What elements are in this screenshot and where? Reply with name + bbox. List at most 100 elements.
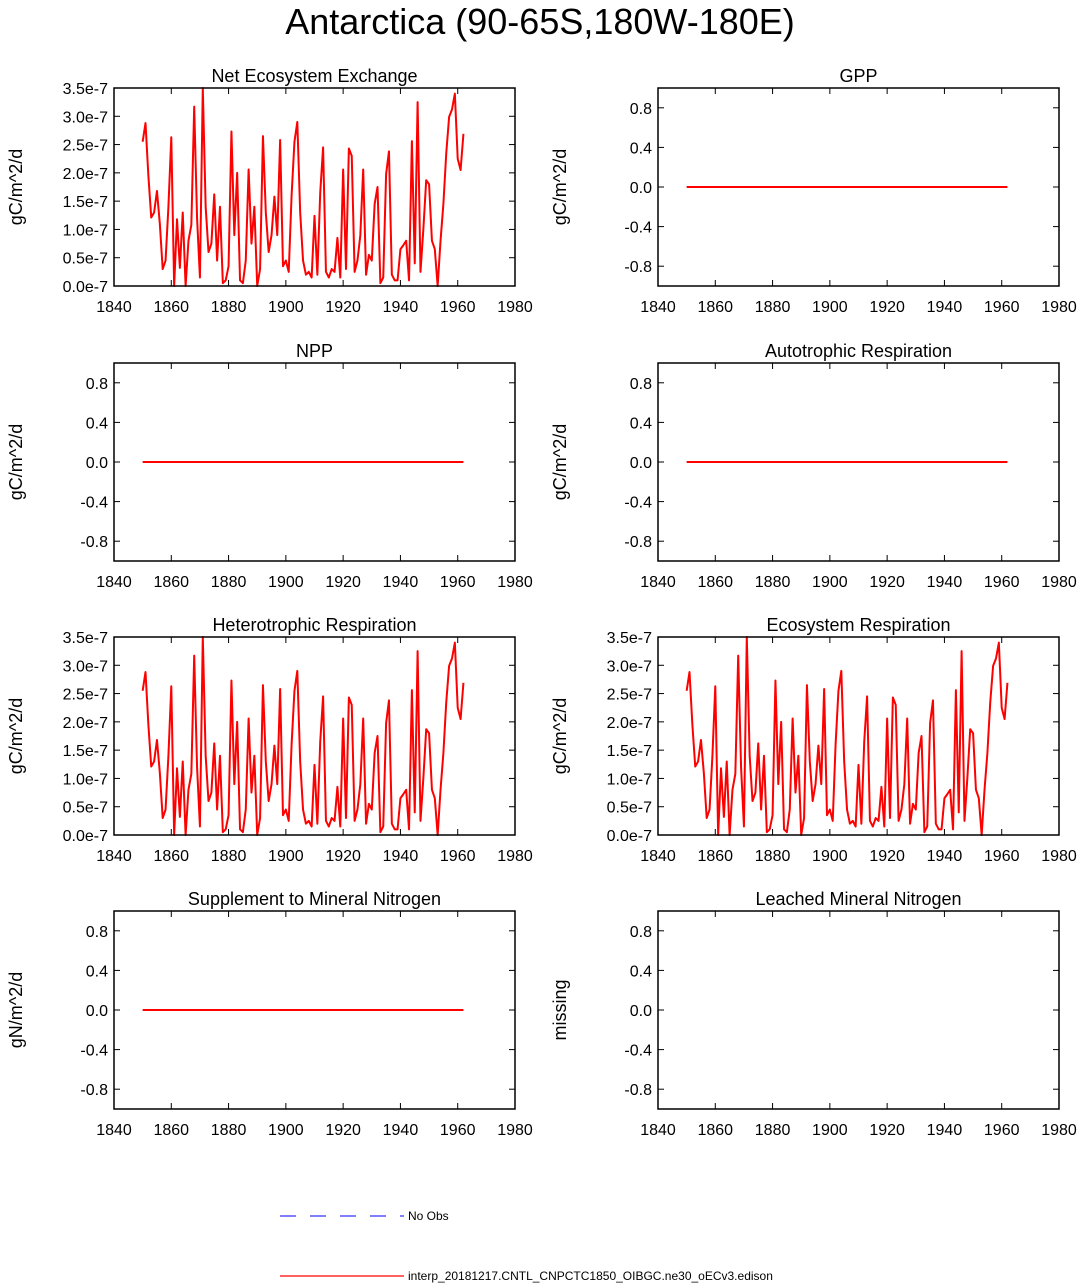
x-tick-label: 1920 — [869, 574, 905, 591]
x-tick-label: 1960 — [440, 848, 476, 865]
x-tick-label: 1860 — [697, 848, 733, 865]
x-tick-label: 1840 — [96, 299, 132, 316]
y-tick-label: 0.8 — [630, 101, 652, 118]
figure-title: Antarctica (90-65S,180W-180E) — [285, 1, 795, 42]
x-tick-label: 1960 — [984, 1122, 1020, 1139]
x-tick-label: 1880 — [755, 1122, 791, 1139]
x-tick-label: 1900 — [812, 574, 848, 591]
x-tick-label: 1980 — [1041, 848, 1077, 865]
chart-panel-6: Ecosystem Respiration gC/m^2/d 1840 1860 188… — [550, 615, 1077, 865]
y-tick-label: 3.5e-7 — [63, 630, 108, 647]
x-tick-label: 1940 — [927, 1122, 963, 1139]
chart-panel-8: Leached Mineral Nitrogen missing 1840 1860 1… — [550, 889, 1077, 1139]
x-tick-label: 1920 — [325, 848, 361, 865]
y-tick-label: 0.4 — [630, 140, 652, 157]
y-tick-label: 0.0e-7 — [607, 828, 652, 845]
x-tick-label: 1880 — [211, 848, 247, 865]
y-axis-label: gC/m^2/d — [550, 149, 570, 225]
y-tick-label: 0.0 — [86, 1003, 108, 1020]
x-tick-label: 1840 — [640, 848, 676, 865]
x-tick-label: 1900 — [812, 1122, 848, 1139]
x-tick-label: 1860 — [153, 299, 189, 316]
y-tick-label: 0.0 — [630, 1003, 652, 1020]
x-tick-label: 1960 — [440, 1122, 476, 1139]
x-tick-label: 1840 — [640, 1122, 676, 1139]
y-tick-label: 0.0 — [86, 455, 108, 472]
y-tick-label: 3.5e-7 — [607, 630, 652, 647]
y-tick-label: 0.0 — [630, 180, 652, 197]
legend-label-no-obs: No Obs — [408, 1209, 449, 1223]
x-tick-label: 1980 — [497, 574, 533, 591]
x-tick-label: 1880 — [755, 574, 791, 591]
x-tick-label: 1860 — [153, 1122, 189, 1139]
y-tick-label: 1.0e-7 — [63, 222, 108, 239]
x-tick-label: 1900 — [268, 848, 304, 865]
x-tick-label: 1880 — [755, 848, 791, 865]
x-tick-label: 1880 — [211, 299, 247, 316]
x-tick-label: 1860 — [697, 574, 733, 591]
y-tick-label: 3.0e-7 — [63, 109, 108, 126]
x-tick-label: 1920 — [325, 1122, 361, 1139]
x-tick-label: 1980 — [497, 299, 533, 316]
x-tick-label: 1920 — [325, 574, 361, 591]
y-tick-label: 0.5e-7 — [63, 800, 108, 817]
x-tick-label: 1860 — [697, 1122, 733, 1139]
chart-panel-2: GPP gC/m^2/d 1840 1860 1880 1900 1920 1940 1960 1… — [550, 66, 1077, 316]
legend-label-model: interp_20181217.CNTL_CNPCTC1850_OIBGC.ne… — [408, 1269, 773, 1283]
x-tick-label: 1840 — [96, 574, 132, 591]
chart-title: Net Ecosystem Exchange — [211, 66, 417, 86]
y-tick-label: 2.5e-7 — [63, 138, 108, 155]
x-tick-label: 1980 — [1041, 299, 1077, 316]
x-tick-label: 1920 — [869, 1122, 905, 1139]
y-tick-label: 1.0e-7 — [63, 771, 108, 788]
x-tick-label: 1940 — [927, 848, 963, 865]
x-tick-label: 1900 — [268, 1122, 304, 1139]
y-tick-label: -0.8 — [80, 1082, 108, 1099]
y-tick-label: 0.8 — [86, 376, 108, 393]
y-tick-label: -0.8 — [624, 259, 652, 276]
x-tick-label: 1860 — [153, 574, 189, 591]
y-tick-label: -0.4 — [80, 1043, 108, 1060]
y-tick-label: -0.8 — [80, 534, 108, 551]
x-tick-label: 1940 — [383, 848, 419, 865]
chart-title: Ecosystem Respiration — [766, 615, 950, 635]
x-tick-label: 1900 — [812, 848, 848, 865]
plot-frame — [113, 636, 516, 836]
y-tick-label: -0.4 — [624, 1043, 652, 1060]
x-tick-label: 1920 — [325, 299, 361, 316]
y-tick-label: 1.5e-7 — [607, 743, 652, 760]
y-axis-label: gC/m^2/d — [6, 149, 26, 225]
chart-panel-3: NPP gC/m^2/d 1840 1860 1880 1900 1920 1940 1960 1… — [6, 341, 533, 591]
x-tick-label: 1960 — [984, 299, 1020, 316]
x-tick-label: 1980 — [497, 848, 533, 865]
chart-panel-7: Supplement to Mineral Nitrogen gN/m^2/d 18… — [6, 889, 533, 1139]
y-tick-label: 0.4 — [630, 415, 652, 432]
chart-title: Leached Mineral Nitrogen — [755, 889, 961, 909]
y-axis-label: gC/m^2/d — [6, 424, 26, 500]
x-tick-label: 1920 — [869, 848, 905, 865]
chart-title: Heterotrophic Respiration — [212, 615, 416, 635]
y-tick-label: 1.0e-7 — [607, 771, 652, 788]
y-axis-label: gC/m^2/d — [6, 698, 26, 774]
y-tick-label: 3.0e-7 — [63, 658, 108, 675]
y-tick-label: -0.8 — [624, 1082, 652, 1099]
y-tick-label: 0.5e-7 — [607, 800, 652, 817]
y-tick-label: 1.5e-7 — [63, 194, 108, 211]
y-tick-label: 0.8 — [86, 924, 108, 941]
plot-frame — [657, 636, 1060, 836]
x-tick-label: 1840 — [640, 299, 676, 316]
y-tick-label: 2.5e-7 — [607, 687, 652, 704]
x-tick-label: 1840 — [96, 1122, 132, 1139]
legend: No Obs interp_20181217.CNTL_CNPCTC1850_O… — [280, 1209, 773, 1283]
y-axis-label: gN/m^2/d — [6, 972, 26, 1048]
y-tick-label: 3.0e-7 — [607, 658, 652, 675]
x-tick-label: 1960 — [440, 299, 476, 316]
plot-frame — [113, 87, 516, 287]
y-tick-label: 0.4 — [86, 415, 108, 432]
x-tick-label: 1940 — [383, 299, 419, 316]
x-tick-label: 1860 — [153, 848, 189, 865]
y-tick-label: 0.5e-7 — [63, 251, 108, 268]
series-line — [141, 636, 465, 836]
plot-frame — [113, 362, 516, 562]
